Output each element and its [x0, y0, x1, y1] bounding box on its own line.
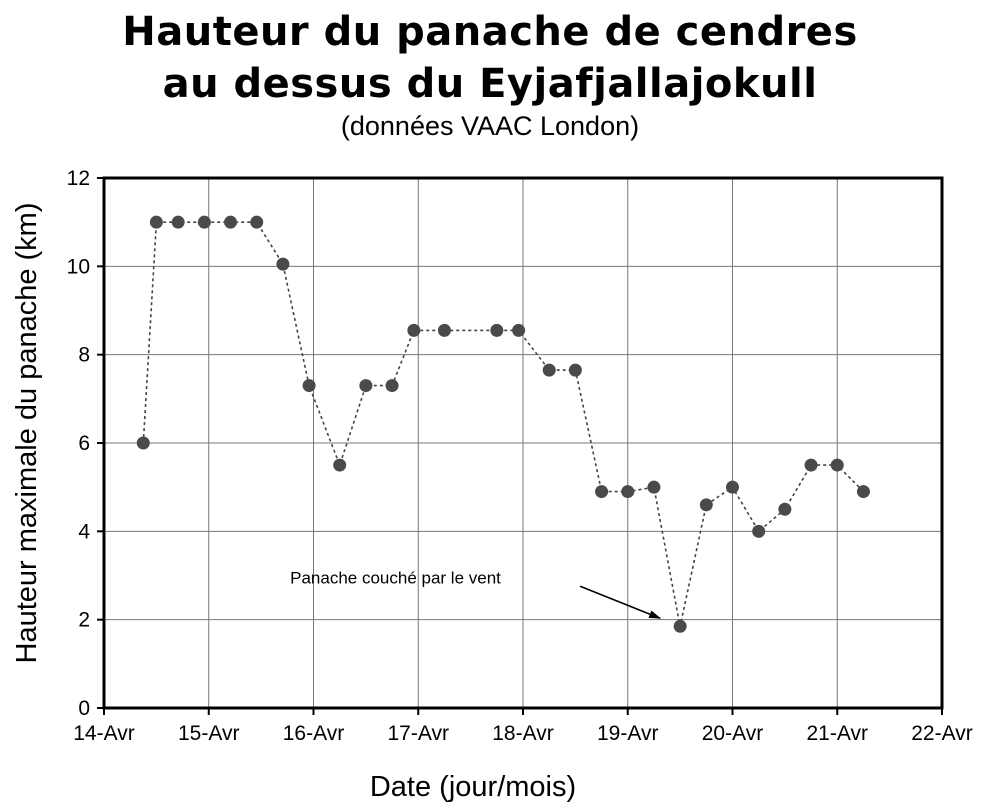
annotation: Panache couché par le vent — [290, 568, 662, 620]
x-axis-label: Date (jour/mois) — [370, 771, 576, 803]
data-point — [276, 257, 290, 271]
y-tick-label: 8 — [78, 344, 90, 367]
data-point — [385, 379, 399, 393]
data-point — [673, 619, 687, 633]
x-axis-ticks: 14-Avr 15-Avr 16-Avr 17-Avr 18-Avr 19-Avr 20-A… — [73, 708, 973, 745]
data-point — [804, 458, 818, 472]
y-tick-label: 6 — [78, 432, 90, 455]
data-point — [542, 363, 556, 377]
y-tick-label: 12 — [67, 167, 90, 190]
x-tick-label: 14-Avr — [73, 722, 134, 745]
data-points — [136, 215, 870, 633]
data-point — [171, 215, 185, 229]
series-line — [142, 221, 864, 627]
data-point — [621, 485, 635, 499]
data-point — [407, 323, 421, 337]
chart-subtitle: (données VAAC London) — [340, 111, 640, 141]
data-point — [136, 436, 150, 450]
data-point — [856, 485, 870, 499]
x-tick-label: 16-Avr — [283, 722, 344, 745]
y-tick-label: 0 — [78, 697, 90, 720]
data-point — [359, 379, 373, 393]
grid — [104, 178, 942, 708]
data-point — [512, 323, 526, 337]
data-point — [752, 524, 766, 538]
data-point — [490, 323, 504, 337]
annotation-arrow — [579, 585, 662, 620]
data-point — [224, 215, 238, 229]
chart-title-line-2: au dessus du Eyjafjallajokull — [162, 61, 818, 107]
x-tick-label: 17-Avr — [388, 722, 449, 745]
y-tick-label: 4 — [78, 520, 90, 543]
data-point — [595, 485, 609, 499]
data-point — [726, 480, 739, 494]
data-point — [568, 363, 582, 377]
data-point — [197, 215, 211, 229]
x-tick-label: 22-Avr — [911, 722, 972, 745]
x-tick-label: 18-Avr — [492, 722, 553, 745]
y-tick-label: 2 — [78, 609, 90, 632]
x-tick-label: 20-Avr — [702, 722, 763, 745]
data-point — [647, 480, 661, 494]
y-axis-label: Hauteur maximale du panache (km) — [11, 203, 43, 664]
data-point — [333, 458, 347, 472]
data-point — [250, 215, 264, 229]
y-axis-ticks: 0 2 4 6 8 10 12 — [67, 167, 104, 720]
x-tick-label: 15-Avr — [178, 722, 239, 745]
data-point — [302, 379, 316, 393]
annotation-text: Panache couché par le vent — [290, 568, 501, 587]
x-tick-label: 21-Avr — [807, 722, 868, 745]
x-tick-label: 19-Avr — [597, 722, 658, 745]
data-point — [830, 458, 844, 472]
y-tick-label: 10 — [67, 255, 90, 278]
data-point — [778, 502, 792, 516]
data-point — [699, 498, 713, 512]
data-point — [149, 215, 163, 229]
chart-title-line-1: Hauteur du panache de cendres — [122, 9, 858, 55]
data-point — [437, 323, 451, 337]
